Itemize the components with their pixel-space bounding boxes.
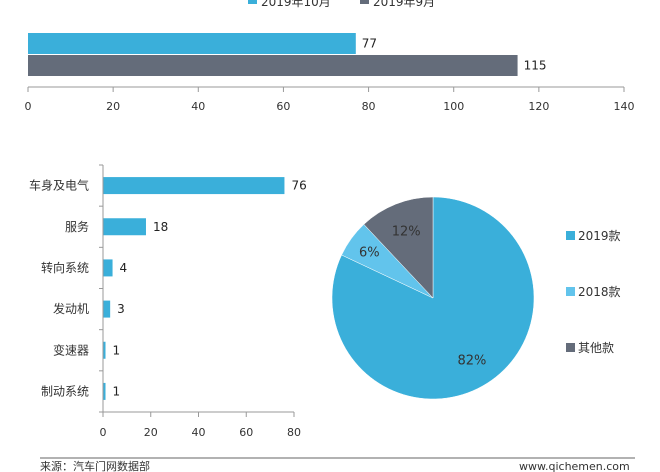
top-x-tick-label: 100	[443, 100, 464, 113]
top-bar-value-1: 115	[524, 59, 547, 73]
category-bar	[103, 177, 285, 195]
mid-x-tick-label: 60	[239, 426, 253, 439]
category-bar-chart: 76 车身及电气 18 服务 4 转向系统 3 发动机 1 变速器 1 制动系统 0 20 40 60 80	[29, 164, 307, 439]
pie-slice-label: 82%	[458, 353, 487, 368]
category-bar-value: 1	[113, 384, 121, 398]
top-bar-0	[28, 33, 356, 54]
pie-legend: 2019款 2018款 其他款	[566, 229, 621, 355]
top-bar-value-0: 77	[362, 37, 377, 51]
category-bar	[103, 341, 106, 359]
category-label: 发动机	[53, 301, 89, 316]
pie-slice-label: 12%	[392, 224, 421, 239]
category-bar	[103, 218, 146, 236]
footer-website: www.qichemen.com	[519, 460, 630, 472]
top-x-tick-label: 80	[362, 100, 376, 113]
top-x-tick-label: 60	[276, 100, 290, 113]
category-bar-value: 76	[291, 179, 306, 193]
pie-legend-swatch-2019	[566, 231, 575, 240]
category-bar	[103, 300, 111, 318]
mid-x-tick-label: 20	[144, 426, 158, 439]
top-x-tick-label: 0	[25, 100, 32, 113]
category-bar-value: 18	[153, 220, 168, 234]
top-x-tick-label: 40	[191, 100, 205, 113]
legend-swatch-sep	[360, 0, 369, 4]
legend-swatch-oct	[248, 0, 257, 4]
top-x-tick-label: 140	[614, 100, 635, 113]
category-label: 车身及电气	[29, 178, 89, 193]
pie-legend-label-other: 其他款	[578, 341, 614, 355]
legend-label-sep: 2019年9月	[373, 0, 435, 9]
category-label: 制动系统	[41, 384, 89, 398]
pie-slice	[363, 196, 434, 299]
category-label: 转向系统	[41, 260, 89, 275]
pie-legend-label-2019: 2019款	[578, 229, 621, 243]
footer-source: 来源：汽车门网数据部	[40, 459, 150, 472]
pie-legend-swatch-2018	[566, 287, 575, 296]
category-label: 变速器	[53, 342, 89, 357]
category-bar-value: 3	[117, 302, 125, 316]
pie-legend-swatch-other	[566, 343, 575, 352]
top-bar-1	[28, 55, 518, 76]
category-bar	[103, 259, 113, 277]
mid-x-tick-label: 40	[192, 426, 206, 439]
top-x-tick-label: 20	[106, 100, 120, 113]
top-legend: 2019年10月 2019年9月	[248, 0, 435, 9]
top-x-tick-label: 120	[528, 100, 549, 113]
category-label: 服务	[65, 219, 89, 234]
mid-x-tick-label: 80	[287, 426, 301, 439]
pie-chart: 82% 6% 12%	[331, 196, 535, 400]
category-bar	[103, 382, 106, 400]
top-bar-chart: 77 115 0 20 40 60 80 100 120 140	[25, 33, 635, 113]
category-bar-value: 1	[113, 343, 121, 357]
pie-legend-label-2018: 2018款	[578, 285, 621, 299]
category-bar-value: 4	[120, 261, 128, 275]
footer: 来源：汽车门网数据部 www.qichemen.com	[40, 457, 635, 472]
pie-slice-label: 6%	[359, 246, 380, 261]
legend-label-oct: 2019年10月	[261, 0, 331, 9]
mid-x-tick-label: 0	[100, 426, 107, 439]
